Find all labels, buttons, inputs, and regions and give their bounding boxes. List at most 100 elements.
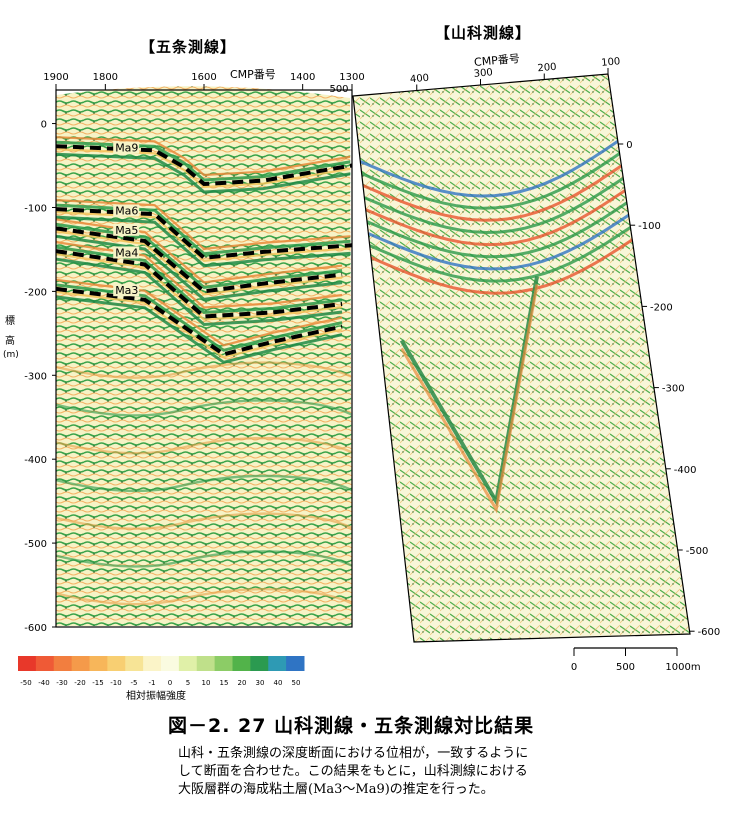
colorbar-swatch — [161, 656, 180, 671]
reflector-band — [56, 136, 352, 177]
x-tick-label: 1300 — [339, 72, 364, 83]
caption-line: して断面を合わせた。この結果をもとに，山科測線における — [178, 764, 528, 779]
caption-line: 山科・五条測線の深度断面における位相が，一致するように — [178, 746, 529, 761]
reflector-band — [366, 201, 628, 259]
y-tick-label: -200 — [650, 302, 673, 313]
y-tick-label: -400 — [674, 465, 697, 476]
reflector-band — [56, 199, 352, 250]
yamashina-frame — [352, 73, 691, 643]
reflector-band — [56, 152, 352, 194]
gojo-section-fill — [56, 86, 352, 626]
horizon-line-ma4 — [55, 249, 343, 319]
colorbar-swatch — [89, 656, 108, 671]
reflector-band — [56, 474, 352, 493]
colorbar-swatch — [53, 656, 73, 671]
reflector-band — [56, 234, 343, 301]
colorbar-swatch — [196, 656, 216, 671]
caption-line: 大阪層群の海成粘土層(Ma3～Ma9)の推定を行った。 — [178, 782, 494, 797]
x-tick-label: 1800 — [93, 72, 118, 83]
reflector-band — [363, 176, 625, 235]
yamashina-section: 0 -100 -200 -300 -400 -500 -600 400 300 200 100 50… — [329, 56, 720, 673]
horizon-label-bg — [113, 204, 140, 217]
gojo-y-axis: 0 -100 -200 -300 -400 -500 -600 — [24, 120, 56, 634]
colorbar-swatch — [35, 656, 55, 671]
colorbar-tick-label: 15 — [220, 679, 229, 687]
y-tick-label: -100 — [638, 221, 661, 232]
x-tick-label: 100 — [601, 56, 621, 69]
gojo-ylabel-char-3: (m) — [3, 350, 19, 360]
colorbar-tick-label: 0 — [168, 679, 172, 687]
horizon-label-bg — [113, 141, 140, 154]
y-tick-label: -400 — [24, 455, 47, 466]
x-tick-label: 300 — [473, 67, 493, 80]
reflector-band — [56, 295, 343, 364]
colorbar-swatch — [232, 656, 251, 671]
colorbar-swatch — [250, 656, 269, 671]
horizon-label-ma4: Ma4 — [115, 246, 138, 259]
figure-caption: 山科・五条測線の深度断面における位相が，一致するように して断面を合わせた。この… — [178, 745, 528, 799]
amplitude-colorbar: -50 -40 -30 -20 -15 -10 -5 -1 0 5 10 15 20 30 40 50 — [18, 656, 305, 687]
reflector-band — [56, 587, 352, 606]
reflector-band — [56, 550, 352, 568]
scale-bar-label: 1000m — [665, 662, 700, 673]
yamashina-panel-title: 【山科測線】 — [435, 24, 532, 42]
colorbar-swatch — [125, 656, 144, 671]
x-tick-label: 1900 — [43, 72, 68, 83]
reflector-band — [56, 257, 343, 327]
x-tick-label: 500 — [329, 84, 348, 95]
reflector-band — [400, 284, 539, 514]
horizon-label-ma5: Ma5 — [115, 224, 138, 237]
figure-title: 図－2. 27 山科測線・五条測線対比結果 — [168, 715, 535, 737]
yamashina-x-axis: 400 300 200 100 500 — [329, 56, 620, 95]
scale-bar-label: 0 — [571, 662, 577, 673]
reflector-band — [56, 436, 352, 455]
colorbar-swatch — [178, 656, 198, 671]
reflector-band — [56, 215, 352, 268]
reflector-band — [56, 253, 343, 321]
colorbar-tick-label: 5 — [186, 679, 190, 687]
horizon-label-ma3: Ma3 — [115, 284, 138, 297]
y-tick-label: -500 — [686, 546, 709, 557]
colorbar-tick-label: 50 — [292, 679, 301, 687]
y-tick-label: -100 — [24, 203, 47, 214]
colorbar-tick-label: -1 — [149, 679, 156, 687]
colorbar-swatch — [214, 656, 233, 671]
colorbar-swatch — [71, 656, 90, 671]
reflector-band — [367, 213, 630, 271]
horizon-label-bg — [113, 284, 140, 297]
reflector-band — [56, 361, 352, 379]
horizon-line-ma9 — [55, 144, 353, 187]
colorbar-swatch — [143, 656, 162, 671]
colorbar-tick-label: -5 — [131, 679, 138, 687]
gojo-horizons: Ma9 Ma6 Ma5 Ma4 Ma3 — [55, 141, 353, 357]
colorbar-label: 相対振幅強度 — [126, 691, 186, 702]
colorbar-tick-label: -20 — [74, 679, 85, 687]
x-tick-label: 1600 — [191, 72, 216, 83]
colorbar-tick-label: -15 — [92, 679, 103, 687]
reflector-band — [370, 238, 634, 295]
horizon-label-bg — [113, 223, 140, 236]
gojo-ylabel-char-1: 標 — [5, 316, 15, 327]
y-tick-label: -600 — [698, 627, 721, 638]
reflector-band — [361, 152, 621, 210]
horizon-line-ma5 — [55, 226, 343, 294]
colorbar-swatch — [268, 656, 287, 671]
y-tick-label: 0 — [41, 120, 47, 131]
x-tick-label: 200 — [537, 62, 557, 75]
y-tick-label: -300 — [24, 371, 47, 382]
x-tick-label: 1400 — [290, 72, 315, 83]
colorbar-tick-label: 40 — [274, 679, 283, 687]
y-tick-label: -500 — [24, 539, 47, 550]
reflector-band — [365, 189, 626, 247]
colorbar-tick-label: 10 — [202, 679, 211, 687]
y-tick-label: -300 — [662, 384, 685, 395]
reflector-band — [359, 139, 619, 198]
colorbar-swatch — [18, 656, 37, 671]
colorbar-tick-label: 20 — [238, 679, 247, 687]
reflector-band — [56, 399, 352, 417]
reflector-band — [56, 512, 352, 530]
horizon-label-ma6: Ma6 — [115, 205, 138, 218]
gojo-ylabel-char-2: 高 — [5, 336, 15, 347]
yamashina-reflector-bands — [359, 139, 634, 514]
